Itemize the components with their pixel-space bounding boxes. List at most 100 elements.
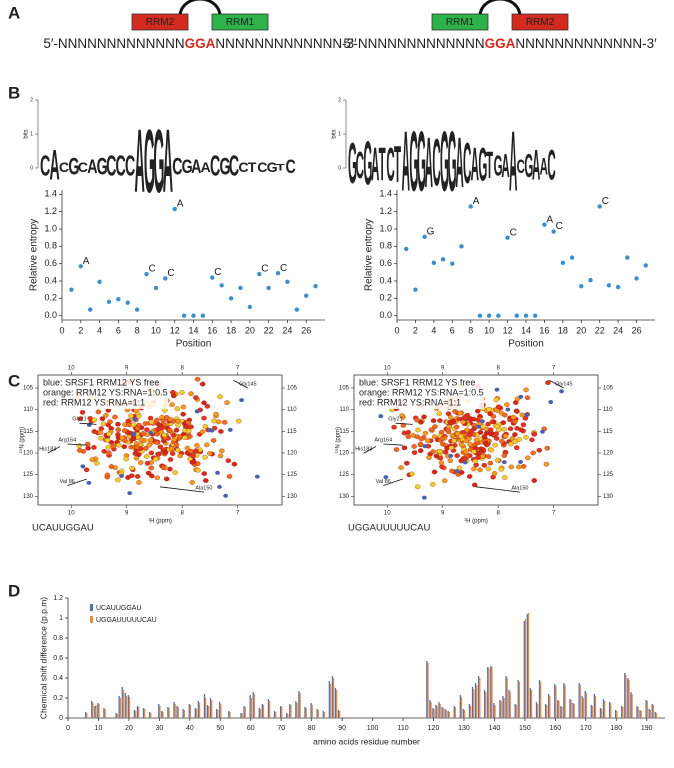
bar [289,704,291,718]
logo-letter: C [286,156,296,178]
x-tick-label: 110 [397,725,408,732]
bar [104,709,106,718]
peak [470,416,477,422]
motif: GGA [185,36,216,51]
bar [554,684,556,718]
peak [500,420,507,425]
bar [453,706,455,718]
bar [197,701,200,718]
logo-letter: C [432,127,440,201]
peak [173,427,180,433]
bar [500,701,502,718]
peak [545,380,551,386]
peak [468,428,475,434]
point [588,277,593,283]
peak [405,434,411,439]
bar [323,712,326,718]
bar [518,682,521,718]
peak [123,456,129,462]
bar [332,678,335,718]
peak [77,416,84,422]
x-tick-label: 14 [521,325,531,335]
peak [494,424,500,429]
bar [95,705,97,718]
logo-letter: A [201,160,211,176]
peak [475,455,481,460]
x-axis-title: amino acids residue number [313,736,420,746]
y-tick-label: 125 [287,472,298,478]
peak [177,453,184,459]
y-tick-label: 0.6 [44,258,57,268]
x-tick-label: 9 [441,366,445,372]
bar [476,685,478,718]
x-tick-label: 7 [236,511,240,517]
peak [428,427,435,433]
bar [459,695,461,718]
residue-arrow [383,478,403,486]
bar [515,705,517,718]
logo-letter: T [486,144,493,186]
peak [426,455,432,460]
peak [103,412,109,418]
peak-free [421,495,427,500]
bar [209,698,212,718]
bar [279,706,282,718]
bar [275,712,277,718]
logo-letter: A [134,109,144,211]
peak [193,448,199,454]
x-tick-label: 7 [552,366,556,372]
x-tick-label: 22 [595,325,605,335]
peak [439,436,446,441]
bar [648,709,650,718]
x-tick-label: 8 [497,366,501,372]
y-axis-title: Chemical shift difference (p.p.m) [38,597,48,719]
peak [210,438,217,443]
peak [485,421,491,427]
bar [454,707,457,718]
logo-axis-title: bits [332,129,338,138]
domain-label: RRM1 [226,17,255,28]
point [450,261,455,266]
x-tick-label: 130 [458,725,470,732]
bar [173,702,175,718]
bar [517,680,519,718]
peak [159,425,165,431]
bar [526,614,528,718]
point [125,300,130,305]
logo-letter: A [501,147,509,184]
bar [295,701,297,718]
x-tick-label: 8 [181,366,185,372]
x-tick-label: 40 [186,725,194,732]
sequence-3: NNNNNNNNNNNNN-3′ [515,36,657,51]
bar [442,708,444,718]
bar [128,697,131,718]
peak [454,453,460,458]
peak [448,445,455,451]
y-tick-label: 0.2 [379,293,392,303]
peak [175,418,181,424]
bar [558,701,560,718]
bar [167,707,169,718]
x-tick-label: 20 [576,325,586,335]
bar [217,710,219,718]
peak [453,424,460,430]
peak [162,450,169,455]
x-tick-label: 60 [247,725,255,732]
peak [154,417,160,423]
peak [393,447,400,452]
peak [495,404,502,410]
logo-letter: C [257,160,267,176]
bar [503,698,505,718]
peak [471,449,477,455]
residue-arrow [395,422,413,425]
logo-letter: A [471,139,479,191]
logo-letter: A [425,123,433,203]
y-tick-label: 0 [59,715,63,722]
bar [195,709,198,718]
point [78,264,83,269]
bar [505,676,507,718]
bar [444,709,446,718]
x-tick-label: 10 [484,325,494,335]
point [468,204,473,209]
y-tick-label: 120 [23,451,34,457]
